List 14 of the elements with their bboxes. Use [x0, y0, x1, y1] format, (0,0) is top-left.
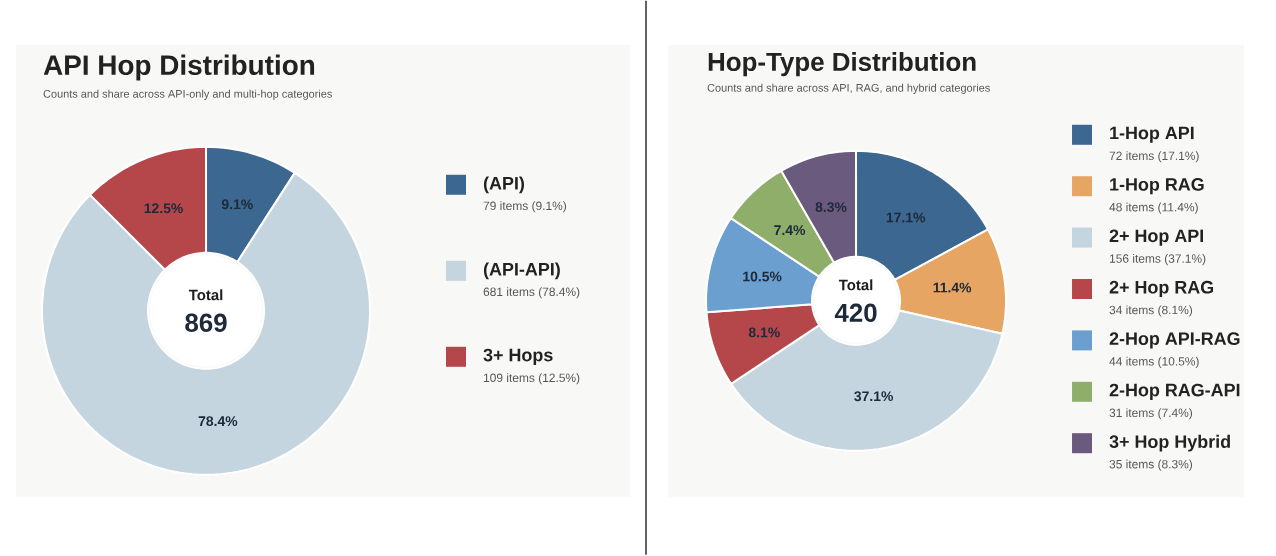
legend-label: 1-Hop RAG: [1110, 178, 1204, 195]
chart-title: Hop-Type Distribution: [708, 52, 976, 77]
legend-label: (API-API): [483, 262, 560, 280]
legend-label: 2-Hop RAG-API: [1109, 383, 1240, 401]
text: 420: [834, 303, 877, 323]
legend-label: 2+ Hop API: [1109, 229, 1204, 246]
legend-label: 1-Hop API: [1110, 126, 1194, 143]
legend-label: 3+ Hops: [483, 348, 553, 366]
chart-title: API Hop Distribution: [43, 54, 315, 81]
legend-label: 2-Hop API-RAG: [1109, 332, 1240, 349]
text: 869: [185, 313, 227, 333]
legend-label: 3+ Hop Hybrid: [1109, 435, 1230, 452]
legend-label: 2+ Hop RAG: [1109, 281, 1214, 298]
legend-label: (API): [483, 176, 525, 194]
